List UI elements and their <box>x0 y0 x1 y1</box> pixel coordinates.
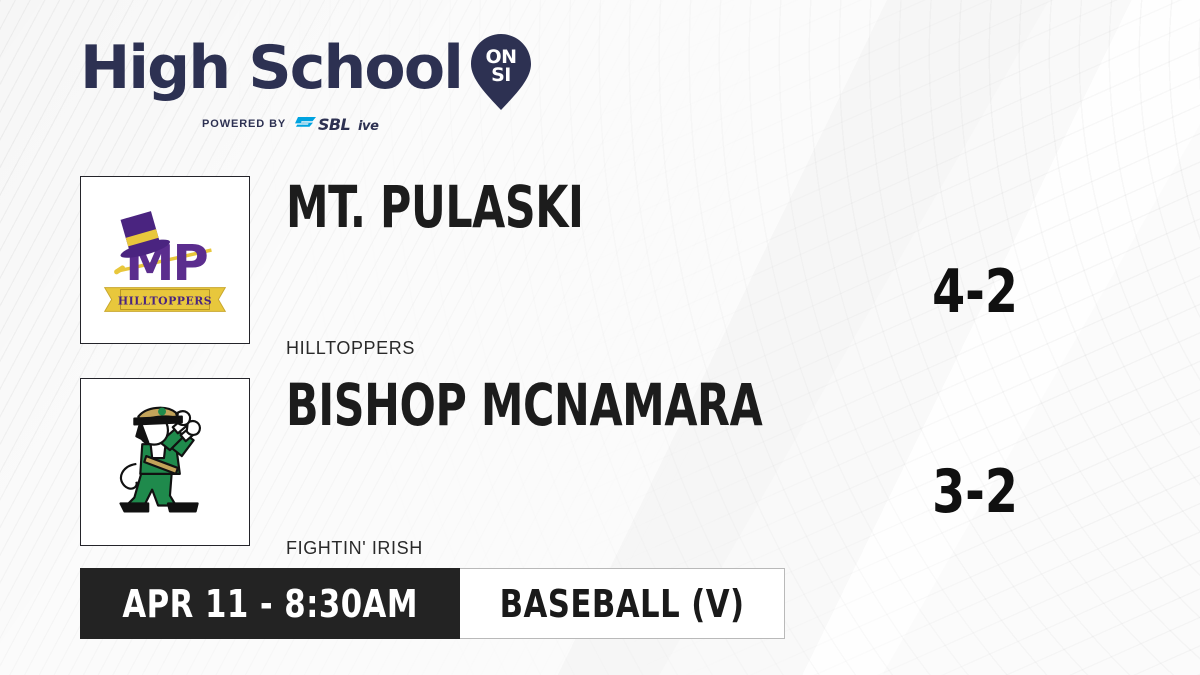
sblive-logo: SBL ive <box>295 115 380 134</box>
team-logo-box-away <box>80 378 250 546</box>
high-school-wordmark: High School <box>80 33 464 103</box>
svg-text:SI: SI <box>491 64 511 86</box>
game-sport-text: BASEBALL (V) <box>499 581 745 626</box>
brand-header-row: High School ON SI <box>80 34 534 112</box>
svg-text:ON: ON <box>486 46 517 68</box>
game-sport-panel: BASEBALL (V) <box>460 568 786 639</box>
team-record-away: 3-2 <box>932 457 1018 527</box>
team-record-home: 4-2 <box>932 257 1018 327</box>
powered-by-label: POWERED BY <box>202 118 287 130</box>
powered-by-row: POWERED BY SBL ive <box>202 114 534 134</box>
team-mascot-away: FIGHTIN' IRISH <box>286 538 423 558</box>
game-datetime-text: APR 11 - 8:30AM <box>122 581 418 626</box>
team-logo-box-home: MP HILLTOPPERS <box>80 176 250 344</box>
on-si-pin-icon: ON SI <box>471 34 532 110</box>
brand-header: High School ON SI POWERED BY SBL ive <box>80 34 534 134</box>
team-name-away: BISHOP MCNAMARA <box>286 371 763 439</box>
team-name-home: MT. PULASKI <box>286 173 584 241</box>
bishop-mcnamara-fightin-irish-logo <box>81 379 249 545</box>
svg-text:HILLTOPPERS: HILLTOPPERS <box>118 294 212 307</box>
mt-pulaski-hilltoppers-logo: MP HILLTOPPERS <box>81 177 249 343</box>
svg-text:SBL: SBL <box>318 115 351 134</box>
game-datetime-panel: APR 11 - 8:30AM <box>80 568 461 639</box>
team-mascot-home: HILLTOPPERS <box>286 338 415 358</box>
svg-text:ive: ive <box>358 119 379 134</box>
game-info-bar: APR 11 - 8:30AM BASEBALL (V) <box>80 568 786 639</box>
